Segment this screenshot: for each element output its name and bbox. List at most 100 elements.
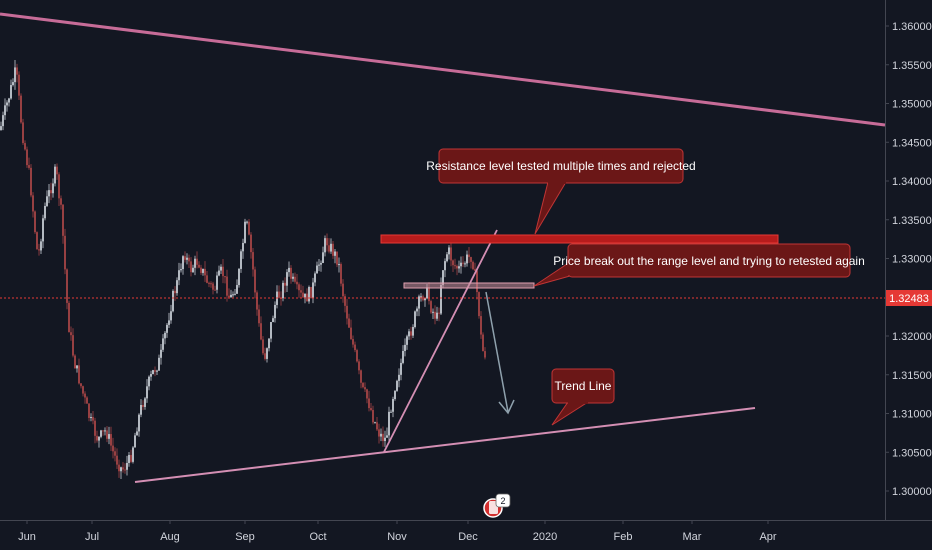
candle-body xyxy=(76,365,78,369)
candle-body xyxy=(120,467,122,472)
candle-body xyxy=(366,389,368,399)
candle-body xyxy=(192,267,194,273)
candle-body xyxy=(152,370,154,375)
rising-trendline[interactable] xyxy=(383,229,498,453)
candle-body xyxy=(322,252,324,263)
candle-body xyxy=(228,295,230,298)
candle-body xyxy=(484,351,486,358)
candle-body xyxy=(44,205,46,219)
candle-body xyxy=(364,387,366,390)
candle-body xyxy=(288,267,290,273)
candle-body xyxy=(354,344,356,351)
candle-body xyxy=(292,276,294,279)
candle-body xyxy=(68,302,70,333)
candle-body xyxy=(462,262,464,264)
candle-body xyxy=(220,266,222,271)
candle-body xyxy=(90,417,92,419)
candle-body xyxy=(436,312,438,319)
candle-body xyxy=(154,370,156,372)
candle-body xyxy=(384,437,386,442)
candle-body xyxy=(350,327,352,340)
candle-body xyxy=(420,296,422,298)
candle-body xyxy=(236,285,238,294)
callout-resistance[interactable]: Resistance level tested multiple times a… xyxy=(426,148,696,235)
x-tick-label: 2020 xyxy=(533,531,557,543)
candle-body xyxy=(376,422,378,430)
candle-body xyxy=(242,242,244,252)
candle-body xyxy=(84,393,86,398)
candle-body xyxy=(334,251,336,256)
candle-body xyxy=(352,339,354,345)
callout-trendline-text: Trend Line xyxy=(555,379,612,393)
candle-body xyxy=(24,143,26,150)
candle-body xyxy=(430,301,432,313)
callout-breakout-text: Price break out the range level and tryi… xyxy=(553,254,865,268)
candle-body xyxy=(232,294,234,296)
candle-body xyxy=(294,276,296,282)
candle-body xyxy=(274,304,276,319)
candle-body xyxy=(132,447,134,462)
candle-body xyxy=(190,261,192,273)
y-tick-label: 1.34500 xyxy=(892,137,932,149)
candle-body xyxy=(16,67,18,75)
candle-body xyxy=(10,85,12,99)
candle-body xyxy=(286,272,288,286)
upper-trendline[interactable] xyxy=(0,12,886,127)
candle-body xyxy=(240,251,242,269)
candle-body xyxy=(0,126,2,130)
callout-trendline[interactable]: Trend Line xyxy=(551,368,615,426)
candle-body xyxy=(362,382,364,388)
candle-body xyxy=(298,284,300,291)
candle-body xyxy=(266,348,268,359)
candle-body xyxy=(380,433,382,437)
candle-body xyxy=(186,257,188,260)
candle-body xyxy=(226,276,228,296)
candle-body xyxy=(26,149,28,166)
callout-breakout[interactable]: Price break out the range level and tryi… xyxy=(533,243,865,287)
callout-breakout-seam xyxy=(567,263,570,275)
candle-body xyxy=(74,355,76,369)
event-badge[interactable]: 2 xyxy=(483,493,511,518)
projection-arrow[interactable] xyxy=(485,291,509,413)
candle-body xyxy=(312,282,314,299)
candle-body xyxy=(180,269,182,271)
event-count: 2 xyxy=(500,496,505,506)
candle-body xyxy=(188,257,190,262)
current-price-label: 1.32483 xyxy=(886,290,932,306)
candle-body xyxy=(400,362,402,375)
y-tick-label: 1.30000 xyxy=(892,486,932,498)
candle-body xyxy=(422,296,424,301)
candle-body xyxy=(356,350,358,362)
candle-body xyxy=(70,332,72,336)
candle-body xyxy=(446,254,448,262)
candle-body xyxy=(86,397,88,404)
y-tick-label: 1.35000 xyxy=(892,99,932,111)
candle-body xyxy=(406,336,408,345)
candle-body xyxy=(142,405,144,407)
resistance-zone[interactable] xyxy=(380,234,779,244)
candle-body xyxy=(454,265,456,267)
candle-body xyxy=(48,190,50,197)
candle-body xyxy=(42,218,44,242)
candle-body xyxy=(162,338,164,350)
candle-body xyxy=(156,370,158,372)
lower-trendline[interactable] xyxy=(134,407,756,483)
candle-body xyxy=(302,292,304,298)
candle-body xyxy=(64,235,66,270)
candle-body xyxy=(166,324,168,333)
breakout-zone[interactable] xyxy=(403,282,535,289)
candle-body xyxy=(470,257,472,262)
x-tick-label: Oct xyxy=(309,531,326,543)
candle-body xyxy=(126,462,128,470)
candle-body xyxy=(36,232,38,250)
time-scale[interactable]: Jun Jul Aug Sep Oct Nov Dec 2020 Feb Mar Apr xyxy=(0,520,932,543)
candle-body xyxy=(238,268,240,286)
candle-body xyxy=(268,338,270,349)
candle-body xyxy=(52,183,54,194)
candle-body xyxy=(482,334,484,352)
candle-body xyxy=(348,318,350,328)
candle-body xyxy=(402,351,404,363)
candle-body xyxy=(324,238,326,253)
